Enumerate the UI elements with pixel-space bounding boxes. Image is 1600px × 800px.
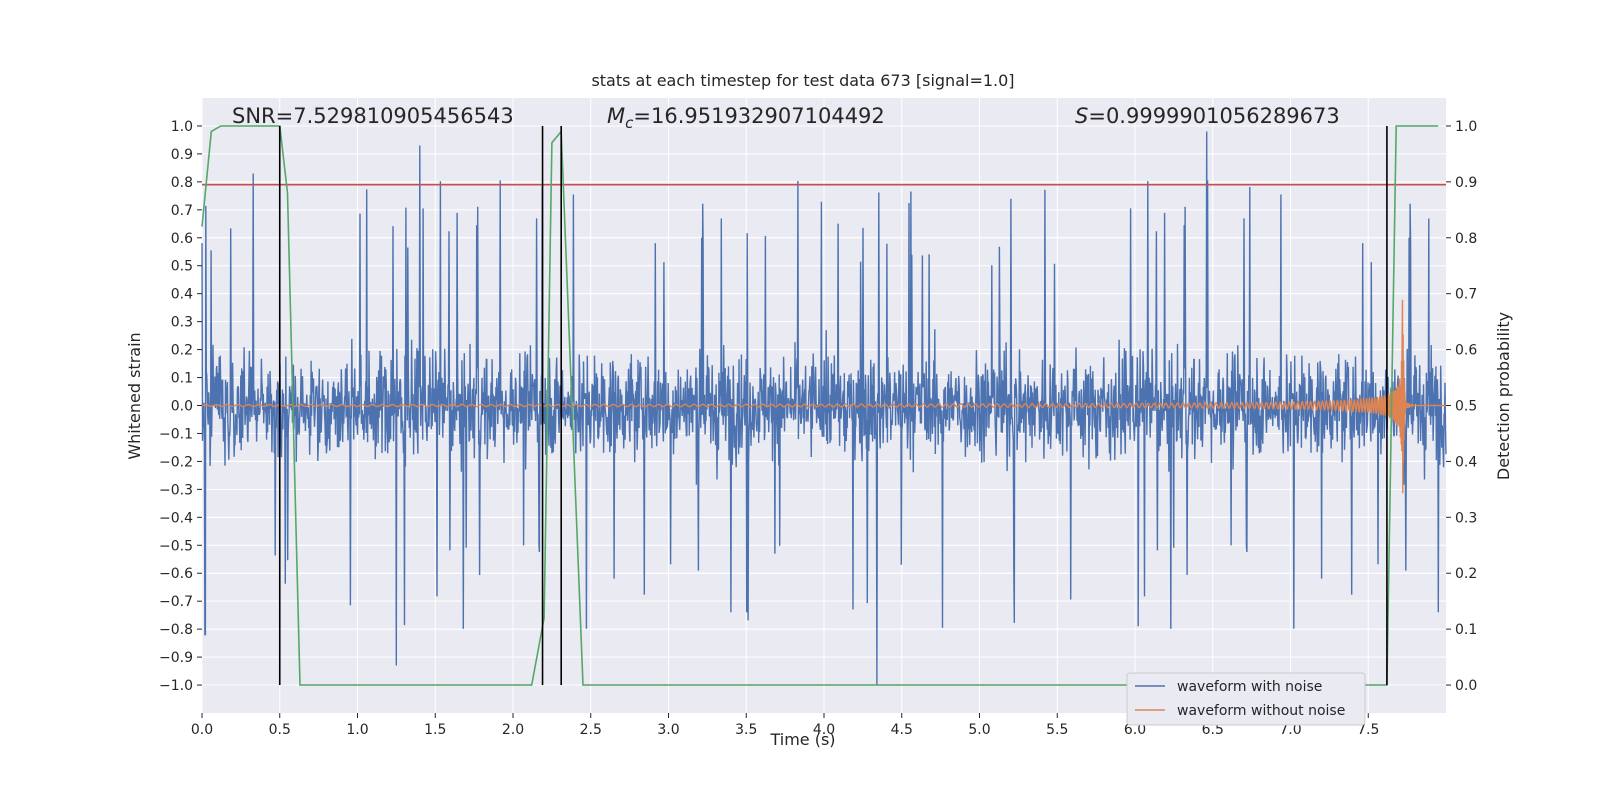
y2-tick-label: 0.7: [1455, 287, 1477, 303]
y-tick-label: 0.6: [171, 231, 193, 247]
y2-axis-label: Detection probability: [1494, 312, 1513, 480]
y-axis-label: Whitened strain: [125, 332, 144, 459]
y-tick-label: 0.7: [171, 203, 193, 219]
y-tick-label: −1.0: [159, 678, 193, 694]
x-tick-label: 5.5: [1046, 722, 1068, 738]
y2-tick-label: 0.5: [1455, 399, 1477, 415]
y-tick-label: 0.9: [171, 147, 193, 163]
y-tick-label: −0.1: [159, 426, 193, 442]
x-tick-label: 3.5: [735, 722, 757, 738]
y-tick-label: 0.5: [171, 259, 193, 275]
y-tick-label: 0.4: [171, 287, 193, 303]
y-tick-label: −0.9: [159, 650, 193, 666]
y-tick-label: −0.6: [159, 566, 193, 582]
y-tick-label: 0.1: [171, 371, 193, 387]
x-tick-label: 2.0: [502, 722, 524, 738]
y2-tick-label: 0.9: [1455, 175, 1477, 191]
chirp-mass-symbol: M: [607, 104, 625, 128]
y-tick-label: −0.7: [159, 594, 193, 610]
y2-tick-label: 0.2: [1455, 566, 1477, 582]
x-tick-label: 3.0: [657, 722, 679, 738]
chirp-mass-value: =16.951932907104492: [633, 104, 884, 128]
series-waveform-without-noise: [201, 299, 1446, 494]
y-tick-label: 0.2: [171, 343, 193, 359]
y-tick-label: 0.3: [171, 315, 193, 331]
y2-tick-label: 0.0: [1455, 678, 1477, 694]
chirp-mass-annotation: Mc=16.951932907104492: [607, 104, 885, 132]
x-axis-ticks: 0.0 0.5 1.0 1.5 2.0 2.5 3.0 3.5 4.0 4.5 5.0 5.5 6.0 6…: [191, 713, 1379, 738]
y2-tick-label: 0.4: [1455, 454, 1477, 470]
score-annotation: S=0.9999901056289673: [1075, 104, 1340, 128]
y-tick-label: −0.4: [159, 510, 193, 526]
x-tick-label: 0.0: [191, 722, 213, 738]
x-tick-label: 7.5: [1357, 722, 1379, 738]
y2-tick-label: 0.8: [1455, 231, 1477, 247]
score-symbol: S: [1075, 104, 1088, 128]
y-tick-label: 0.8: [171, 175, 193, 191]
y-tick-label: 1.0: [171, 119, 193, 135]
y-tick-label: −0.3: [159, 482, 193, 498]
y-tick-label: −0.2: [159, 454, 193, 470]
y2-tick-label: 0.3: [1455, 510, 1477, 526]
x-tick-label: 4.5: [891, 722, 913, 738]
x-tick-label: 1.0: [346, 722, 368, 738]
waveform-without-noise-line: [201, 299, 1446, 494]
y2-tick-label: 0.6: [1455, 343, 1477, 359]
legend: waveform with noise waveform without noi…: [1126, 672, 1366, 726]
x-tick-label: 0.5: [269, 722, 291, 738]
chirp-mass-subscript: c: [625, 114, 634, 132]
vertical-markers: [278, 125, 1388, 686]
legend-label-clean: waveform without noise: [1177, 703, 1345, 719]
legend-box: [1126, 672, 1366, 726]
y-tick-label: −0.8: [159, 622, 193, 638]
x-axis-label: Time (s): [769, 730, 835, 749]
x-tick-label: 4.0: [813, 722, 835, 738]
y-axis-ticks: −1.0 −0.9 −0.8 −0.7 −0.6 −0.5 −0.4 −0.3 −0.2 −0.1…: [159, 119, 202, 694]
y-tick-label: −0.5: [159, 538, 193, 554]
x-tick-label: 7.0: [1279, 722, 1301, 738]
x-tick-label: 1.5: [424, 722, 446, 738]
chart-title: stats at each timestep for test data 673…: [591, 71, 1014, 90]
y2-tick-label: 0.1: [1455, 622, 1477, 638]
x-tick-label: 2.5: [580, 722, 602, 738]
legend-label-noise: waveform with noise: [1177, 679, 1322, 695]
x-tick-label: 6.0: [1124, 722, 1146, 738]
snr-annotation: SNR=7.529810905456543: [232, 104, 514, 128]
x-tick-label: 5.0: [968, 722, 990, 738]
y-tick-label: 0.0: [171, 399, 193, 415]
score-value: =0.9999901056289673: [1088, 104, 1339, 128]
x-tick-label: 6.5: [1202, 722, 1224, 738]
y2-tick-label: 1.0: [1455, 119, 1477, 135]
y2-axis-ticks: 0.0 0.1 0.2 0.3 0.4 0.5 0.6 0.7 0.8 0.9 1.0: [1446, 119, 1477, 694]
